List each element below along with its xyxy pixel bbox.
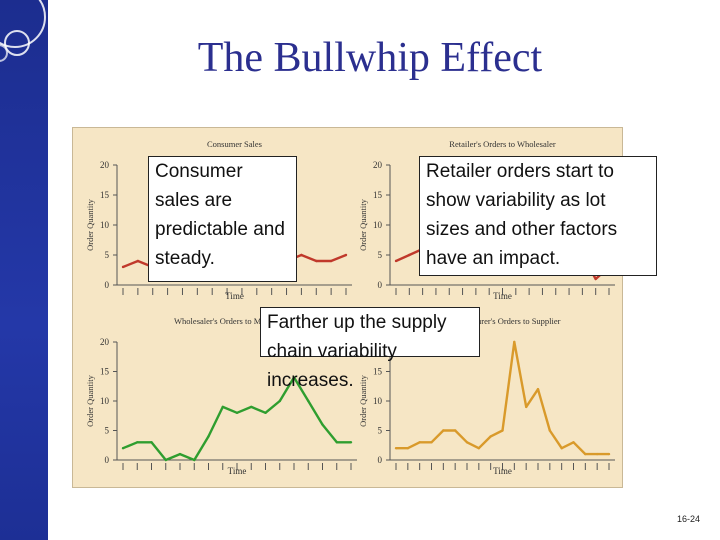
callout-supply-text: Farther up the supply chain variability …	[267, 312, 447, 391]
data-point	[594, 277, 597, 281]
data-point	[250, 405, 253, 409]
data-point	[394, 259, 398, 263]
data-point	[584, 452, 587, 456]
data-point	[596, 452, 599, 456]
data-point	[560, 447, 563, 450]
data-point	[465, 441, 469, 444]
y-tick-label: 5	[105, 250, 110, 260]
data-point	[572, 441, 575, 444]
data-point	[406, 447, 409, 450]
series-line	[396, 340, 609, 456]
y-tick-label: 5	[378, 426, 383, 436]
data-point	[454, 429, 457, 432]
data-point	[136, 441, 139, 444]
data-point	[321, 423, 324, 426]
chart-title: Consumer Sales	[207, 139, 262, 149]
data-point	[315, 259, 318, 263]
x-axis-label: Time	[493, 466, 512, 476]
y-tick-label: 15	[100, 190, 110, 200]
x-axis-label: Time	[225, 291, 244, 301]
data-point	[235, 411, 239, 414]
data-point	[164, 458, 167, 462]
data-point	[221, 405, 224, 409]
slide-title: The Bullwhip Effect	[197, 35, 543, 81]
y-tick-label: 15	[100, 367, 110, 377]
y-tick-label: 10	[100, 396, 110, 406]
data-point	[418, 441, 421, 444]
x-axis-label: Time	[228, 466, 247, 476]
data-point	[489, 435, 492, 438]
data-point	[193, 458, 196, 462]
data-point	[349, 441, 353, 444]
y-axis-label: Order Quantity	[85, 198, 95, 250]
y-tick-label: 15	[373, 190, 383, 200]
data-point	[442, 429, 445, 432]
chart-title: Manufacturer's Orders to Supplier	[444, 316, 560, 326]
x-axis-label: Time	[493, 291, 512, 301]
y-tick-label: 10	[373, 396, 383, 406]
data-point	[430, 441, 433, 444]
data-point	[264, 411, 267, 414]
data-point	[477, 447, 480, 450]
y-tick-label: 0	[378, 280, 383, 290]
data-point	[335, 441, 338, 444]
data-point	[278, 399, 281, 403]
data-point	[329, 259, 333, 263]
y-axis-label: Order Quantity	[85, 374, 95, 426]
data-point	[548, 429, 551, 432]
y-tick-label: 0	[378, 455, 383, 465]
y-tick-label: 20	[100, 337, 110, 347]
data-point	[136, 259, 140, 263]
y-tick-label: 10	[373, 220, 383, 230]
y-tick-label: 10	[100, 220, 110, 230]
data-point	[150, 441, 153, 444]
data-point	[344, 253, 348, 257]
page-number: 16-24	[677, 514, 701, 524]
y-tick-label: 15	[373, 367, 383, 377]
data-point	[121, 447, 125, 450]
y-tick-label: 5	[105, 426, 110, 436]
slide-sidebar	[0, 0, 48, 540]
data-point	[307, 399, 310, 403]
chart-title: Retailer's Orders to Wholesaler	[449, 139, 556, 149]
data-point	[292, 376, 296, 379]
y-tick-label: 20	[100, 160, 110, 170]
chart-title: Wholesaler's Orders to Manufacturer	[174, 316, 300, 326]
data-point	[501, 429, 504, 432]
callout-consumer: Consumer sales are predictable and stead…	[148, 156, 297, 282]
y-tick-label: 20	[373, 160, 383, 170]
data-point	[178, 452, 182, 456]
data-point	[300, 253, 303, 257]
data-point	[121, 265, 125, 269]
data-point	[536, 388, 540, 391]
y-tick-label: 0	[105, 280, 110, 290]
callout-supply: Farther up the supply chain variability …	[260, 307, 480, 391]
data-point	[525, 405, 528, 409]
y-axis-label: Order Quantity	[358, 198, 368, 250]
data-point	[207, 435, 210, 438]
data-point	[408, 253, 411, 257]
data-point	[394, 447, 398, 450]
y-tick-label: 0	[105, 455, 110, 465]
decorative-circle	[4, 30, 30, 56]
y-tick-label: 5	[378, 250, 383, 260]
data-point	[513, 340, 516, 344]
y-axis-label: Order Quantity	[358, 374, 368, 426]
data-point	[607, 452, 611, 456]
callout-retailer: Retailer orders start to show variabilit…	[419, 156, 657, 276]
